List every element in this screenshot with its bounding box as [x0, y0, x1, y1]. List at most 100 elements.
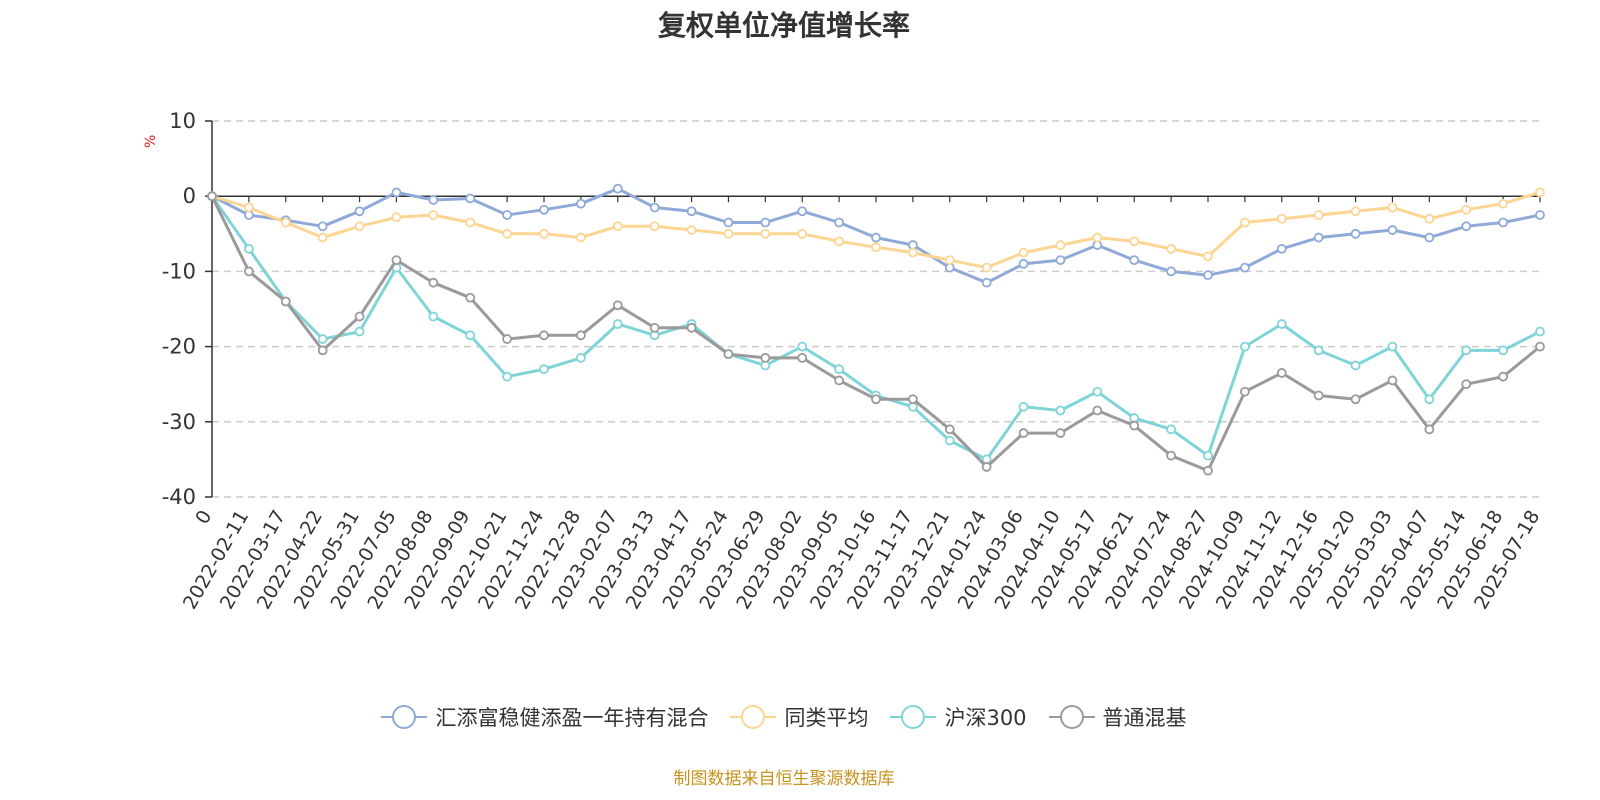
data-point-3: [723, 349, 734, 360]
data-point-0: [1276, 243, 1287, 254]
data-point-0: [1313, 232, 1324, 243]
data-point-0: [1018, 258, 1029, 269]
data-point-1: [1055, 240, 1066, 250]
data-point-2: [354, 326, 365, 337]
data-point-1: [1276, 213, 1287, 224]
data-point-3: [871, 394, 881, 405]
data-point-1: [907, 247, 918, 258]
data-point-1: [1092, 232, 1103, 243]
data-point-1: [1239, 217, 1250, 228]
data-point-2: [1535, 326, 1545, 337]
data-point-3: [280, 296, 291, 307]
data-point-0: [428, 195, 439, 205]
y-axis: 10 0 -10 -20 -30 -40: [162, 109, 213, 509]
data-point-1: [391, 212, 402, 223]
data-point-0: [502, 210, 513, 220]
data-point-2: [1166, 424, 1177, 435]
data-point-3: [612, 300, 623, 311]
legend-circle-icon: [392, 705, 417, 729]
data-point-0: [649, 202, 660, 213]
data-point-3: [686, 322, 697, 333]
data-point-2: [1350, 360, 1361, 371]
data-point-0: [1166, 266, 1177, 277]
y-tick-label: -30: [162, 410, 196, 434]
data-point-2: [1387, 341, 1398, 352]
data-point-0: [1239, 262, 1250, 273]
data-point-1: [1461, 204, 1472, 215]
data-point-0: [1424, 232, 1435, 243]
legend-item-peer-average[interactable]: 同类平均: [730, 702, 868, 732]
data-point-1: [797, 228, 808, 239]
data-point-0: [723, 217, 734, 228]
data-point-1: [1166, 243, 1177, 254]
data-point-2: [1203, 450, 1213, 461]
data-point-3: [834, 375, 845, 386]
series-lines: [207, 183, 1545, 476]
legend-swatch-fund: [381, 705, 428, 729]
data-point-2: [539, 364, 549, 375]
data-point-1: [1018, 247, 1029, 258]
data-point-2: [1018, 401, 1029, 412]
data-point-0: [1350, 228, 1361, 239]
data-point-0: [1129, 255, 1140, 266]
data-point-3: [207, 191, 217, 202]
data-point-3: [1424, 424, 1435, 435]
data-point-2: [465, 330, 476, 341]
data-point-3: [1129, 420, 1140, 431]
data-point-3: [1498, 371, 1509, 382]
data-point-3: [760, 352, 771, 363]
legend-item-mixed-fund[interactable]: 普通混基: [1048, 702, 1187, 732]
data-point-0: [1055, 255, 1066, 266]
legend-item-csi300[interactable]: 沪深300: [890, 702, 1027, 732]
legend-swatch-csi300: [890, 705, 937, 729]
legend-item-fund[interactable]: 汇添富稳健添盈一年持有混合: [381, 702, 708, 732]
data-point-1: [1313, 210, 1324, 220]
y-tick-label: -40: [162, 485, 196, 509]
legend-label-csi300: 沪深300: [944, 706, 1027, 730]
data-point-1: [280, 217, 291, 228]
legend: 汇添富稳健添盈一年持有混合 同类平均 沪深300 普通混基: [0, 702, 1568, 732]
data-point-3: [1387, 375, 1398, 386]
data-point-1: [944, 255, 955, 266]
data-point-1: [1387, 202, 1398, 213]
y-tick-label: -10: [162, 259, 196, 283]
legend-label-peer-average: 同类平均: [784, 706, 869, 730]
data-point-0: [354, 206, 365, 217]
data-point-1: [871, 242, 881, 253]
data-point-0: [981, 277, 992, 288]
data-point-1: [1424, 213, 1435, 224]
data-point-3: [1461, 379, 1472, 390]
data-point-3: [575, 330, 586, 341]
series-line-1: [211, 190, 1541, 270]
data-point-3: [981, 462, 992, 472]
data-point-0: [575, 198, 586, 209]
data-point-1: [502, 228, 513, 239]
data-point-2: [1239, 341, 1250, 352]
x-axis: 02022-02-112022-03-172022-04-222022-05-3…: [179, 195, 1544, 613]
data-point-2: [1424, 394, 1435, 405]
data-point-0: [465, 193, 476, 204]
data-point-3: [465, 292, 476, 303]
data-point-0: [871, 232, 881, 243]
data-point-2: [1092, 386, 1103, 397]
data-point-1: [760, 228, 771, 239]
data-point-0: [797, 206, 808, 217]
data-point-0: [539, 204, 549, 215]
data-point-3: [907, 394, 918, 405]
x-tick-label: 0: [191, 507, 216, 528]
data-point-3: [1055, 428, 1066, 438]
data-point-2: [502, 371, 513, 382]
data-point-3: [243, 266, 254, 277]
gridlines: [212, 120, 1540, 498]
data-point-1: [539, 228, 549, 239]
data-point-2: [428, 311, 439, 322]
legend-label-mixed-fund: 普通混基: [1102, 706, 1187, 730]
data-point-3: [1092, 405, 1103, 416]
data-point-2: [797, 341, 808, 352]
legend-circle-icon: [1059, 705, 1084, 729]
data-point-3: [1018, 428, 1029, 438]
legend-swatch-mixed-fund: [1048, 705, 1095, 729]
data-point-3: [649, 322, 660, 333]
data-point-3: [1203, 465, 1213, 476]
data-point-2: [1498, 345, 1509, 356]
